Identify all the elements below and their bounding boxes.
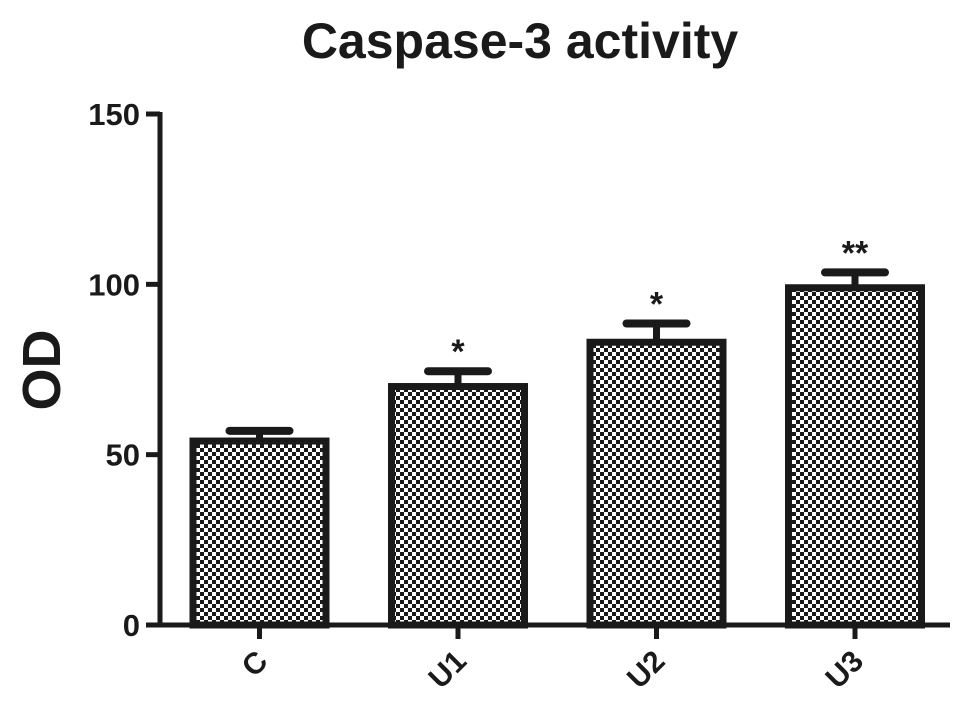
y-tick-label: 50 (106, 438, 140, 473)
y-tick-label: 100 (88, 267, 140, 302)
y-axis-label: OD (12, 330, 72, 411)
x-tick-label: U3 (819, 645, 869, 695)
x-tick-label: U1 (422, 645, 472, 695)
x-tick-label: C (236, 645, 275, 684)
x-tick-label: U2 (621, 645, 671, 695)
significance-marker: ** (842, 234, 869, 272)
chart-title: Caspase-3 activity (302, 13, 739, 69)
bar-u3 (785, 284, 925, 629)
significance-marker: * (650, 286, 664, 324)
bar-c (189, 437, 330, 629)
y-tick-label: 0 (123, 608, 140, 643)
bar-u2 (586, 338, 727, 629)
significance-marker: * (451, 333, 465, 371)
y-tick-label: 150 (88, 97, 140, 132)
bar-u1 (388, 383, 528, 629)
